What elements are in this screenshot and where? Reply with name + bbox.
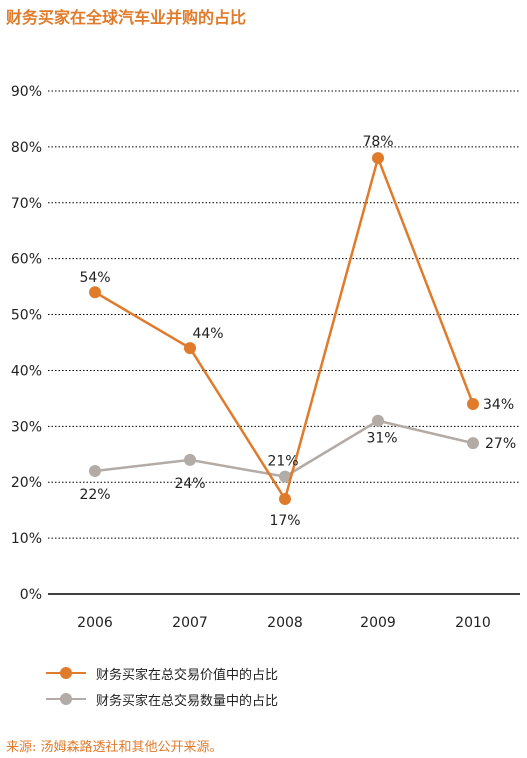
data-point [184,342,196,355]
legend-item-value: 财务买家在总交易价值中的占比 [46,660,278,686]
data-point [89,465,101,478]
source-note: 来源: 汤姆森路透社和其他公开来源。 [6,740,223,755]
y-tick-label: 50% [11,308,42,324]
data-label: 34% [483,397,514,413]
data-point [372,414,384,427]
data-label: 44% [192,326,223,342]
data-point [467,397,479,410]
data-label: 21% [267,454,298,470]
line-chart: 0% 10% 20% 30% 40% 50% 60% 70% 80% 90% 2006 2007 200… [11,84,520,631]
x-tick-label: 2006 [77,615,113,631]
data-point [372,152,384,165]
data-label: 31% [366,431,397,447]
y-tick-label: 10% [11,531,42,547]
legend-label-count: 财务买家在总交易数量中的占比 [96,693,279,709]
chart-title: 财务买家在全球汽车业并购的占比 [6,8,247,27]
legend-item-count: 财务买家在总交易数量中的占比 [46,686,278,712]
data-label: 22% [79,487,110,503]
series-line-0 [94,154,475,503]
legend-swatch-count [46,693,86,705]
data-label: 24% [174,476,205,492]
y-tick-label: 60% [11,252,42,268]
y-tick-label: 40% [11,363,42,379]
x-tick-label: 2008 [267,615,303,631]
legend-swatch-value [46,667,86,679]
data-point [279,492,291,505]
y-tick-label: 0% [20,587,42,603]
data-point [89,286,101,299]
y-tick-label: 30% [11,419,42,435]
data-point [467,437,479,450]
data-label: 54% [79,270,110,286]
legend: 财务买家在总交易价值中的占比 财务买家在总交易数量中的占比 [46,660,278,712]
x-tick-label: 2007 [172,615,208,631]
data-point [184,453,196,466]
y-tick-label: 70% [11,196,42,212]
y-tick-label: 90% [11,84,42,100]
data-label: 27% [485,436,516,452]
y-tick-label: 20% [11,475,42,491]
x-tick-label: 2009 [360,615,396,631]
y-tick-label: 80% [11,140,42,156]
x-tick-label: 2010 [455,615,491,631]
data-label: 17% [269,513,300,529]
data-label: 78% [362,134,393,150]
data-point [279,470,291,483]
legend-label-value: 财务买家在总交易价值中的占比 [96,667,279,683]
